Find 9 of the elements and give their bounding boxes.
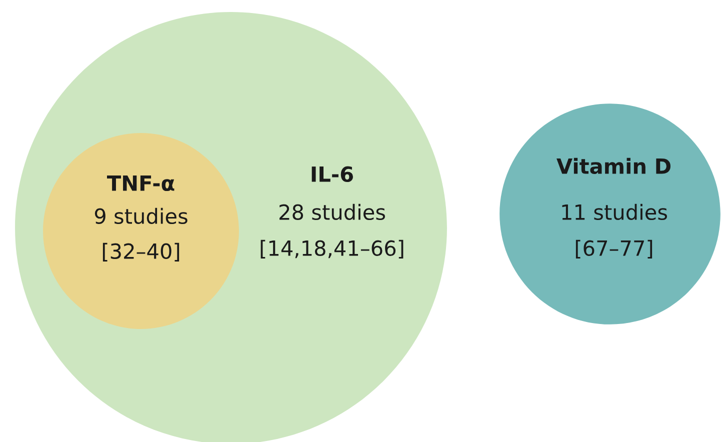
text: [32–40]: [102, 242, 180, 262]
data-label: 9 studies: [94, 208, 188, 224]
text: [14,18,41–66]: [260, 240, 404, 258]
text: [67–77]: [576, 240, 652, 258]
category-label: IL-6: [312, 166, 353, 182]
data-label: 11 studies: [562, 204, 668, 220]
category-label: Vitamin D: [556, 158, 670, 174]
category-label: TNF-α: [107, 176, 174, 192]
data-label: 28 studies: [280, 204, 386, 220]
